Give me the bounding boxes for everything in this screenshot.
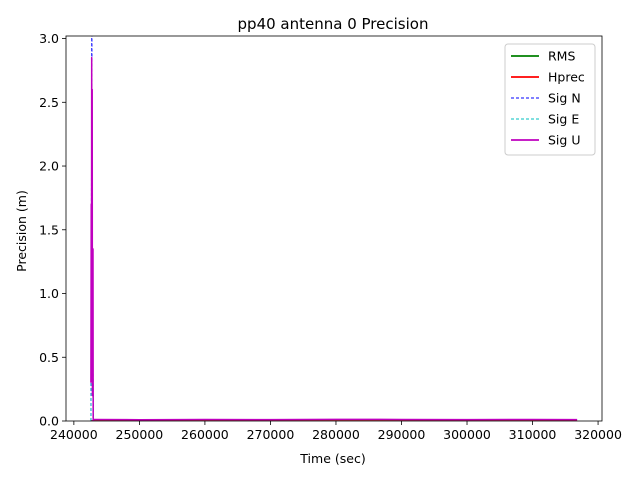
legend-entry-label: RMS bbox=[548, 49, 575, 64]
x-tick-label: 310000 bbox=[509, 427, 557, 442]
y-tick-label: 3.0 bbox=[39, 31, 59, 46]
x-tick-label: 250000 bbox=[116, 427, 164, 442]
y-tick-label: 0.0 bbox=[39, 414, 59, 429]
x-tick-label: 290000 bbox=[378, 427, 426, 442]
legend: RMS Hprec Sig N Sig E Sig U bbox=[504, 43, 596, 156]
legend-entry-label: Sig U bbox=[548, 133, 580, 148]
axes-frame bbox=[65, 35, 603, 422]
x-tick-label: 260000 bbox=[181, 427, 229, 442]
legend-box bbox=[504, 43, 596, 156]
legend-entry-label: Sig E bbox=[548, 112, 579, 127]
y-tick-label: 2.5 bbox=[39, 95, 59, 110]
y-axis-label: Precision (m) bbox=[14, 190, 29, 272]
plot-area bbox=[90, 36, 578, 421]
x-tick-label: 240000 bbox=[50, 427, 98, 442]
chart-title: pp40 antenna 0 Precision bbox=[238, 15, 429, 33]
y-tick-label: 2.0 bbox=[39, 159, 59, 174]
x-tick-label: 270000 bbox=[247, 427, 295, 442]
x-tick-label: 280000 bbox=[312, 427, 360, 442]
x-tick-label: 320000 bbox=[574, 427, 622, 442]
x-tick-label: 300000 bbox=[443, 427, 491, 442]
legend-entry-label: Sig N bbox=[548, 91, 581, 106]
series-line-sig-u bbox=[90, 56, 578, 421]
x-axis-label: Time (sec) bbox=[299, 451, 365, 466]
y-tick-label: 0.5 bbox=[39, 350, 59, 365]
y-tick-label: 1.5 bbox=[39, 222, 59, 237]
axes: 240000 250000 260000 270000 280000 290000 3000… bbox=[39, 31, 622, 442]
y-tick-label: 1.0 bbox=[39, 286, 59, 301]
legend-entry-label: Hprec bbox=[548, 70, 585, 85]
